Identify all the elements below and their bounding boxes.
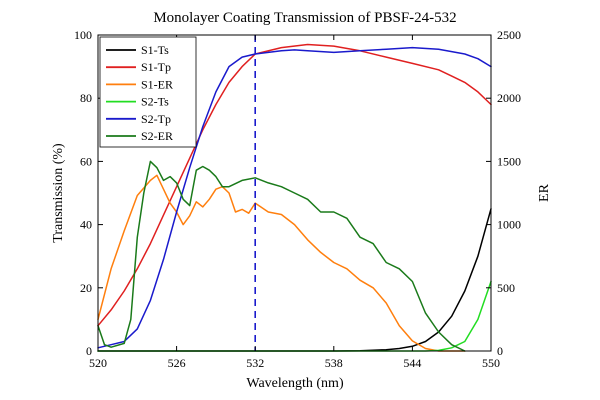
- axes-layer: 520 526 532 538 544 5500204060801000500100015…: [74, 28, 521, 370]
- y2-tick-label: 2000: [497, 91, 521, 105]
- y-tick-label: 100: [74, 28, 92, 42]
- series-line-s1-er: [97, 174, 466, 352]
- legend-box: [99, 36, 197, 148]
- x-tick-label: 520: [89, 356, 107, 370]
- series-line-s1-tp: [97, 43, 492, 327]
- x-axis-title: Wavelength (nm): [246, 376, 344, 391]
- x-tick-label: 550: [482, 356, 500, 370]
- legend-label-s1-er: S1-ER: [141, 77, 173, 91]
- y-tick-label: 80: [80, 91, 92, 105]
- x-tick-label: 526: [168, 356, 186, 370]
- legend-label-s1-tp: S1-Tp: [141, 60, 171, 74]
- y2-tick-label: 1500: [497, 154, 521, 168]
- y-tick-label: 60: [80, 154, 92, 168]
- legend-label-s2-tp: S2-Tp: [141, 112, 171, 126]
- x-tick-label: 544: [403, 356, 421, 370]
- y2-tick-label: 2500: [497, 28, 521, 42]
- x-tick-label: 538: [325, 356, 343, 370]
- y-tick-label: 0: [86, 344, 92, 358]
- y-tick-label: 20: [80, 281, 92, 295]
- legend-label-s2-er: S2-ER: [141, 129, 173, 143]
- legend-label-s2-ts: S2-Ts: [141, 95, 169, 109]
- y2-axis-title: ER: [537, 183, 552, 202]
- legend: S1-Ts S1-Tp S1-ER S2-Ts S2-Tp S2-ER: [99, 36, 197, 148]
- plot-frame: [97, 34, 492, 352]
- y-axis-title: Transmission (%): [51, 143, 66, 243]
- x-tick-label: 532: [246, 356, 264, 370]
- y2-tick-label: 1000: [497, 218, 521, 232]
- chart-title: Monolayer Coating Transmission of PBSF-2…: [153, 10, 456, 26]
- y2-tick-label: 500: [497, 281, 515, 295]
- y-tick-label: 40: [80, 218, 92, 232]
- y2-tick-label: 0: [497, 344, 503, 358]
- series-line-s2-er: [97, 160, 466, 352]
- legend-label-s1-ts: S1-Ts: [141, 43, 169, 57]
